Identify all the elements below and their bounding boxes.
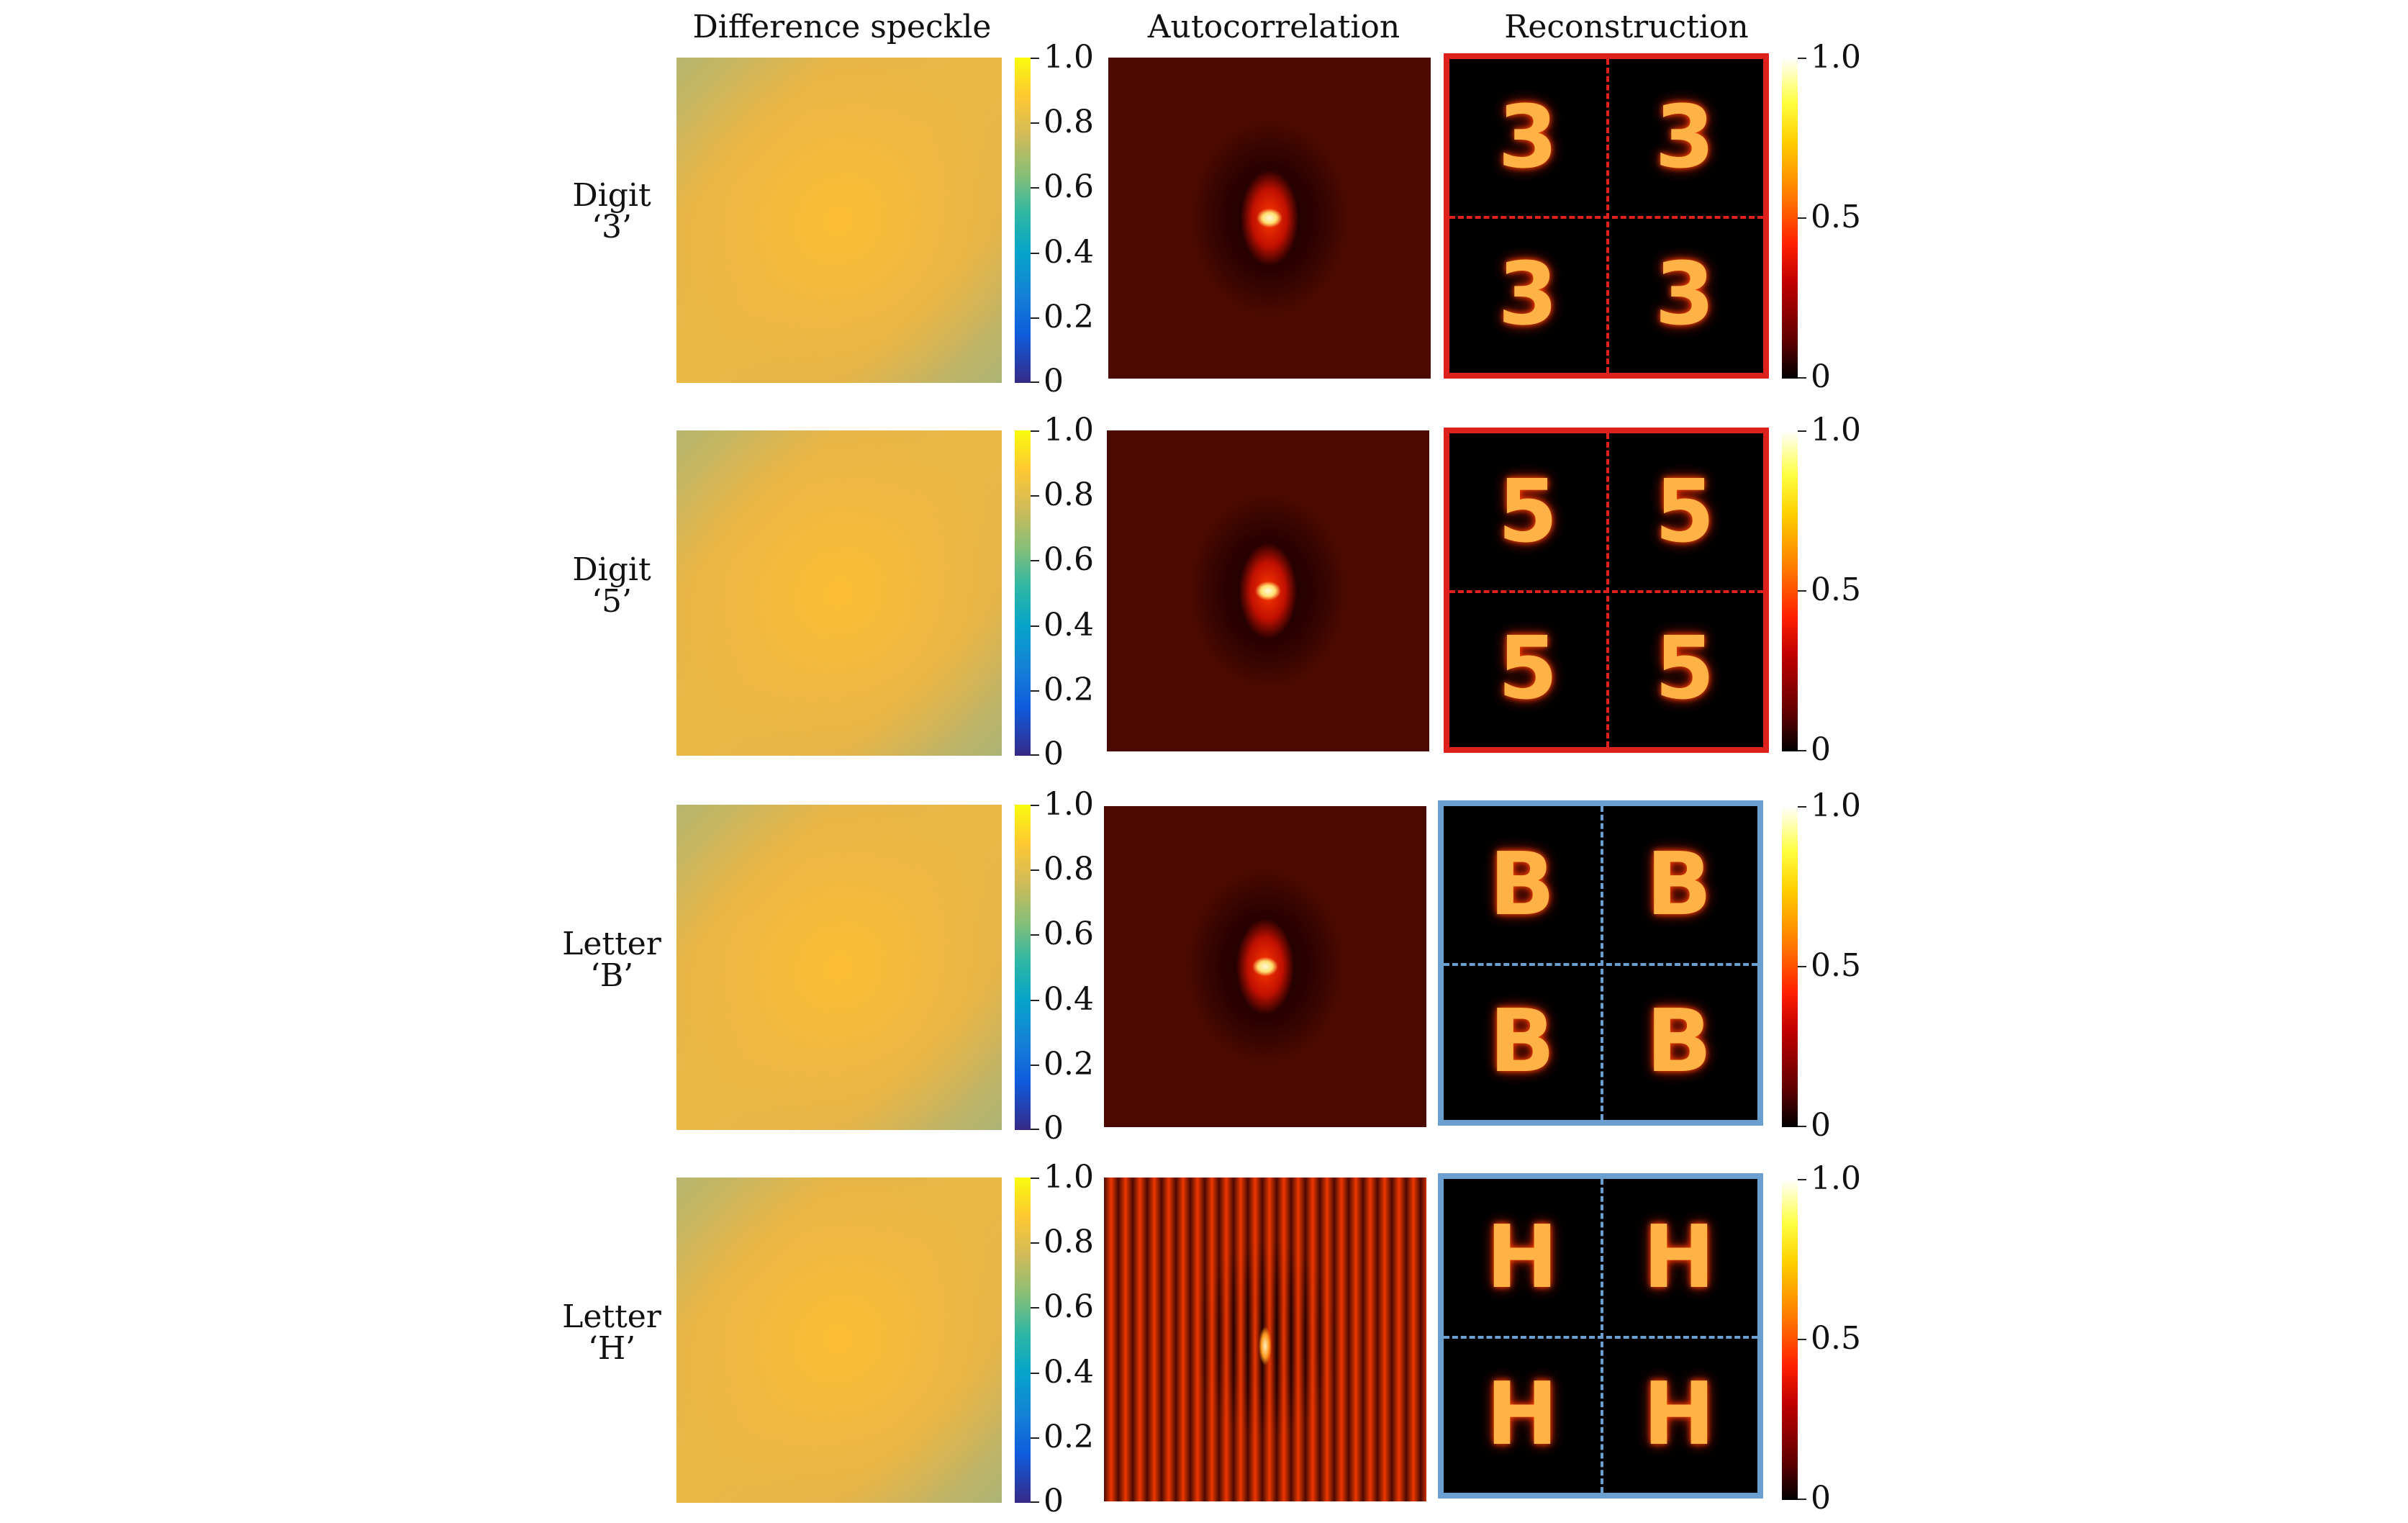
reconstructed-glyph: 5	[1655, 461, 1715, 562]
row-label: Letter ‘B’	[533, 928, 691, 992]
colorbar-tick-label: 0	[1811, 1480, 1831, 1517]
colorbar-tick-label: 0.2	[1044, 1046, 1094, 1083]
reconstruction-colorbar	[1782, 430, 1798, 751]
reconstruction-image: 3 3 3 3	[1444, 53, 1769, 379]
autocorrelation-image	[1107, 430, 1429, 751]
colorbar-tick-label: 0.6	[1044, 541, 1094, 578]
colorbar-tick-label: 0.4	[1044, 981, 1094, 1018]
reconstruction-colorbar	[1782, 806, 1798, 1127]
colorbar-tick-label: 0	[1811, 358, 1831, 395]
colorbar-tick-label: 1.0	[1044, 39, 1094, 76]
reconstructed-glyph: 3	[1498, 87, 1558, 188]
colorbar-tick-label: 0.5	[1811, 199, 1861, 235]
colorbar-tick-label: 0	[1044, 363, 1064, 399]
colorbar-tick-label: 0.4	[1044, 234, 1094, 271]
reconstructed-glyph: B	[1646, 991, 1712, 1092]
reconstructed-glyph: B	[1646, 834, 1712, 935]
reconstructed-glyph: 3	[1655, 87, 1715, 188]
reconstructed-glyph: 5	[1498, 461, 1558, 562]
reconstructed-glyph: 5	[1498, 618, 1558, 719]
reconstructed-glyph: H	[1642, 1364, 1716, 1465]
speckle-image	[676, 58, 1002, 383]
speckle-image	[676, 1178, 1002, 1503]
speckle-colorbar	[1015, 430, 1031, 756]
colorbar-tick-label: 0.6	[1044, 916, 1094, 952]
colorbar-tick-label: 1.0	[1811, 787, 1861, 824]
autocorrelation-image	[1104, 806, 1426, 1127]
colorbar-tick-label: 0.6	[1044, 1288, 1094, 1325]
speckle-image	[676, 805, 1002, 1130]
colorbar-tick-label: 1.0	[1811, 412, 1861, 448]
colorbar-tick-label: 1.0	[1044, 1159, 1094, 1196]
reconstructed-glyph: B	[1489, 834, 1555, 935]
colorbar-tick-label: 1.0	[1044, 786, 1094, 823]
reconstruction-image: H H H H	[1438, 1173, 1763, 1499]
colorbar-tick-label: 0.5	[1811, 947, 1861, 984]
colorbar-tick-label: 0	[1811, 731, 1831, 768]
colorbar-tick-label: 0.8	[1044, 851, 1094, 887]
reconstruction-colorbar	[1782, 1179, 1798, 1500]
row-label-line1: Digit	[572, 177, 651, 214]
reconstructed-glyph: B	[1489, 991, 1555, 1092]
reconstructed-glyph: 3	[1498, 244, 1558, 345]
reconstruction-image: B B B B	[1438, 800, 1763, 1126]
row-label-line1: Digit	[572, 551, 651, 588]
row-label: Letter ‘H’	[533, 1301, 691, 1365]
reconstructed-glyph: H	[1485, 1207, 1559, 1308]
colorbar-tick-label: 0	[1044, 736, 1064, 772]
speckle-image	[676, 430, 1002, 756]
autocorrelation-image	[1104, 1178, 1426, 1501]
colorbar-tick-label: 1.0	[1811, 39, 1861, 76]
row-label-line2: ‘5’	[592, 583, 632, 620]
row-label: Digit ‘5’	[533, 554, 691, 618]
colorbar-tick-label: 0	[1044, 1110, 1064, 1147]
reconstructed-glyph: H	[1485, 1364, 1559, 1465]
reconstructed-glyph: 3	[1655, 244, 1715, 345]
row-label-line2: ‘3’	[592, 209, 632, 245]
row-label: Digit ‘3’	[533, 180, 691, 243]
reconstructed-glyph: 5	[1655, 618, 1715, 719]
row-label-line2: ‘B’	[589, 957, 634, 994]
colorbar-tick-label: 0.8	[1044, 1224, 1094, 1260]
colorbar-tick-label: 0.2	[1044, 1419, 1094, 1455]
colorbar-tick-label: 0	[1811, 1107, 1831, 1144]
speckle-colorbar	[1015, 805, 1031, 1130]
autocorrelation-image	[1108, 58, 1431, 379]
colorbar-tick-label: 0.6	[1044, 168, 1094, 205]
colorbar-tick-label: 0.2	[1044, 672, 1094, 708]
colorbar-tick-label: 0.8	[1044, 104, 1094, 140]
colorbar-tick-label: 1.0	[1044, 412, 1094, 448]
header-reconstruction: Reconstruction	[1504, 9, 1749, 45]
speckle-colorbar	[1015, 1178, 1031, 1503]
colorbar-tick-label: 0	[1044, 1483, 1064, 1519]
colorbar-tick-label: 0.8	[1044, 476, 1094, 513]
colorbar-tick-label: 0.5	[1811, 571, 1861, 608]
header-autocorrelation: Autocorrelation	[1147, 9, 1400, 45]
row-label-line1: Letter	[562, 1298, 661, 1335]
speckle-colorbar	[1015, 58, 1031, 383]
row-label-line1: Letter	[562, 926, 661, 962]
colorbar-tick-label: 0.5	[1811, 1320, 1861, 1357]
reconstruction-colorbar	[1782, 58, 1798, 379]
reconstruction-image: 5 5 5 5	[1444, 428, 1769, 753]
colorbar-tick-label: 0.4	[1044, 607, 1094, 643]
colorbar-tick-label: 0.2	[1044, 299, 1094, 335]
row-label-line2: ‘H’	[587, 1330, 636, 1367]
reconstructed-glyph: H	[1642, 1207, 1716, 1308]
colorbar-tick-label: 0.4	[1044, 1354, 1094, 1391]
colorbar-tick-label: 1.0	[1811, 1160, 1861, 1197]
header-difference-speckle: Difference speckle	[692, 9, 992, 45]
